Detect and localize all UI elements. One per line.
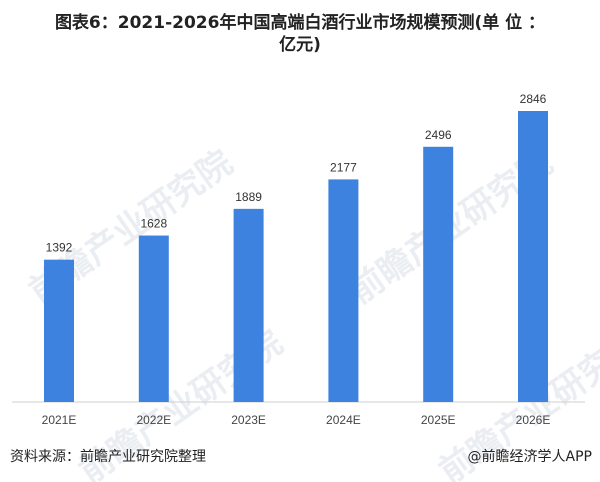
credit-note: @前瞻经济学人APP	[467, 449, 592, 465]
x-tick-label: 2023E	[231, 413, 266, 427]
bar-2024E	[328, 179, 359, 402]
bar-2022E	[138, 235, 169, 402]
data-label: 1628	[140, 217, 167, 231]
x-tick-label: 2022E	[136, 413, 171, 427]
chart-title: 图表6：2021-2026年中国高端白酒行业市场规模预测(单 位 ： 亿元)	[0, 12, 600, 56]
data-label: 2496	[425, 128, 452, 142]
bar-2023E	[233, 208, 264, 402]
x-tick-label: 2021E	[42, 413, 77, 427]
title-line-2: 亿元)	[279, 35, 321, 55]
bar-2026E	[518, 111, 548, 402]
data-label: 1392	[46, 241, 73, 255]
data-label: 2177	[330, 160, 357, 174]
bar-2025E	[423, 146, 454, 402]
x-tick-label: 2024E	[326, 413, 361, 427]
data-label: 2846	[520, 92, 547, 106]
x-tick-label: 2025E	[421, 413, 456, 427]
x-tick-label: 2026E	[516, 413, 551, 427]
bar-2021E	[44, 259, 74, 402]
data-label: 1889	[235, 190, 262, 204]
source-note: 资料来源：前瞻产业研究院整理	[10, 449, 206, 465]
title-line-1: 图表6：2021-2026年中国高端白酒行业市场规模预测(单 位 ：	[54, 13, 546, 33]
